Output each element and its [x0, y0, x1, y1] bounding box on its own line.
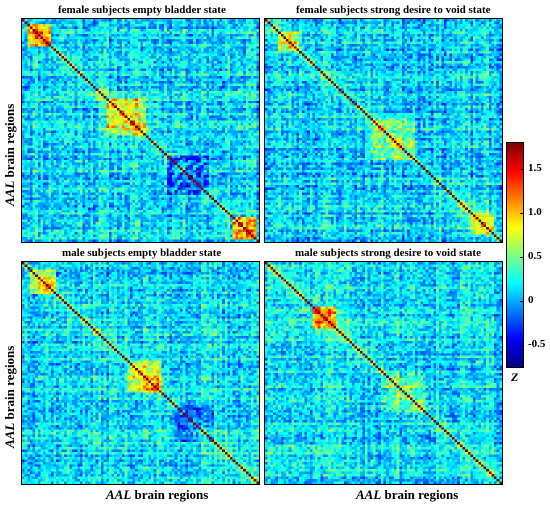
- panel-title-female-void: female subjects strong desire to void st…: [296, 4, 491, 16]
- colorbar-gradient: [507, 143, 523, 367]
- colorbar-tick-mark: [520, 301, 523, 303]
- colorbar: [506, 142, 524, 368]
- heatmap-female-empty: [21, 18, 260, 243]
- colorbar-tick-mark: [520, 213, 523, 215]
- y-axis-label-top-prefix: AAL: [2, 180, 17, 206]
- colorbar-tick-label: 1.5: [528, 162, 542, 175]
- panel-title-male-empty: male subjects empty bladder state: [62, 247, 222, 259]
- heatmap-male-empty: [21, 261, 260, 485]
- colorbar-tick-label: -0.5: [528, 338, 546, 351]
- panel-title-male-void: male subjects strong desire to void stat…: [295, 247, 481, 259]
- colorbar-tick-label: 1.0: [528, 206, 542, 219]
- colorbar-tick-label: 0.5: [528, 250, 542, 263]
- x-axis-label-right-suffix: brain regions: [384, 487, 459, 502]
- y-axis-label-bottom-prefix: AAL: [2, 422, 17, 448]
- heatmap-male-void: [264, 261, 503, 485]
- y-axis-label-bottom-suffix: brain regions: [2, 345, 17, 420]
- x-axis-label-left-prefix: AAL: [106, 487, 132, 502]
- x-axis-label-right: AAL brain regions: [356, 487, 458, 503]
- x-axis-label-left-suffix: brain regions: [134, 487, 209, 502]
- x-axis-label-right-prefix: AAL: [356, 487, 382, 502]
- colorbar-tick-mark: [520, 345, 523, 347]
- x-axis-label-left: AAL brain regions: [106, 487, 208, 503]
- y-axis-label-bottom: AAL brain regions: [2, 346, 18, 448]
- colorbar-tick-label: 0: [528, 294, 534, 307]
- colorbar-label: Z: [511, 370, 519, 384]
- colorbar-tick-mark: [520, 169, 523, 171]
- panel-title-female-empty: female subjects empty bladder state: [58, 4, 226, 16]
- y-axis-label-top: AAL brain regions: [2, 104, 18, 206]
- heatmap-female-void: [264, 18, 503, 243]
- colorbar-tick-mark: [520, 257, 523, 259]
- y-axis-label-top-suffix: brain regions: [2, 103, 17, 178]
